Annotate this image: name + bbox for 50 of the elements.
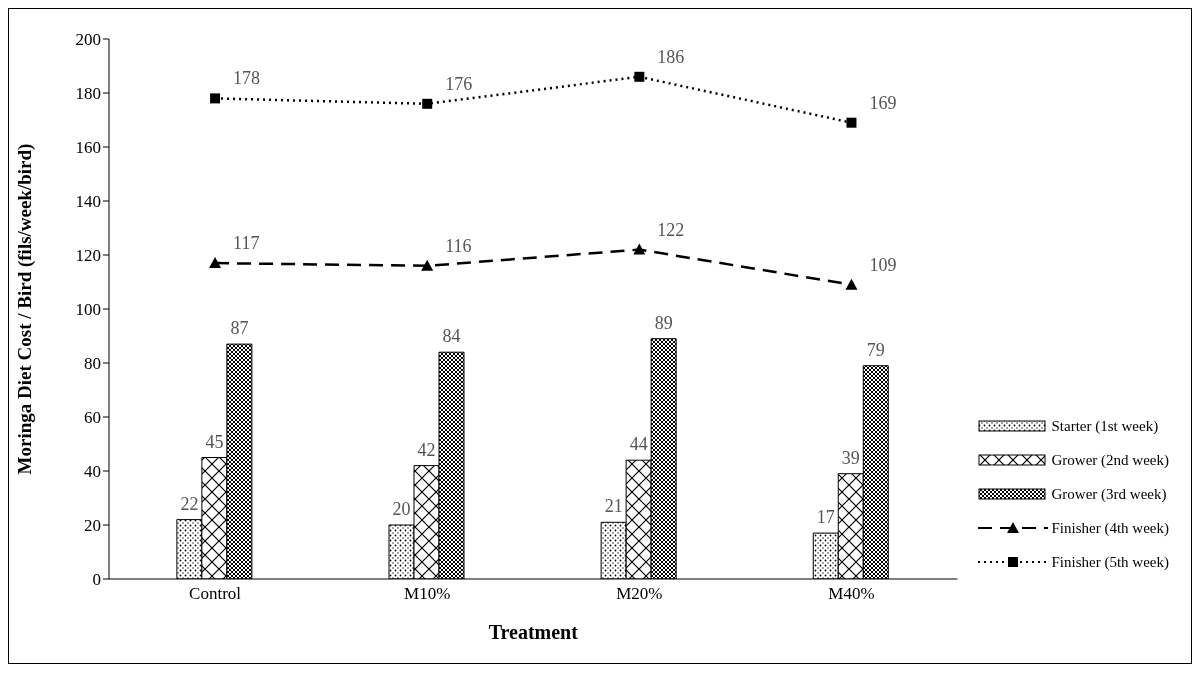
y-tick-label: 40 (84, 462, 101, 482)
y-tick-label: 80 (84, 354, 101, 374)
legend-label: Finisher (5th week) (1051, 553, 1169, 571)
data-label: 21 (604, 496, 623, 517)
data-label: 87 (230, 318, 249, 339)
x-tick-label: M20% (616, 584, 663, 604)
data-label: 186 (657, 46, 685, 67)
data-label: 42 (417, 439, 436, 460)
point (209, 257, 222, 269)
data-label: 44 (629, 434, 648, 455)
point (421, 259, 434, 271)
y-tick-label: 200 (75, 30, 101, 50)
data-label: 39 (841, 447, 860, 468)
point (422, 98, 433, 109)
data-label: 178 (233, 68, 261, 89)
data-label: 122 (657, 219, 685, 240)
data-label: 116 (445, 235, 472, 256)
x-tick-label: M10% (404, 584, 451, 604)
x-tick-label: M40% (828, 584, 875, 604)
point (634, 71, 645, 82)
point (845, 278, 858, 290)
data-label: 84 (442, 326, 461, 347)
data-label: 20 (392, 499, 411, 519)
y-tick-label: 180 (75, 84, 101, 104)
data-label: 22 (180, 493, 199, 514)
y-tick-label: 100 (75, 300, 101, 320)
legend-label: Starter (1st week) (1051, 417, 1159, 435)
point (846, 117, 857, 128)
y-tick-label: 140 (75, 192, 101, 212)
point (210, 93, 221, 104)
point (633, 243, 646, 255)
y-tick-label: 0 (92, 570, 101, 590)
y-tick-label: 60 (84, 408, 101, 428)
data-label: 45 (205, 431, 224, 452)
data-label: 17 (816, 507, 835, 528)
legend-label: Grower (2nd week) (1051, 451, 1169, 469)
data-label: 109 (869, 254, 897, 275)
y-tick-label: 160 (75, 138, 101, 158)
x-tick-label: Control (189, 584, 242, 604)
data-label: 176 (445, 73, 473, 94)
x-axis-title: Treatment (488, 621, 579, 643)
y-tick-label: 20 (84, 516, 101, 536)
legend-label: Finisher (4th week) (1051, 519, 1169, 537)
data-label: 89 (654, 312, 673, 333)
data-label: 169 (869, 92, 897, 113)
y-tick-label: 120 (75, 246, 101, 266)
legend-label: Grower (3rd week) (1051, 485, 1167, 503)
y-axis-title: Moringa Diet Cost / Bird (fils/week/bird) (13, 143, 36, 475)
data-label: 117 (233, 233, 260, 254)
data-label: 79 (866, 339, 885, 360)
